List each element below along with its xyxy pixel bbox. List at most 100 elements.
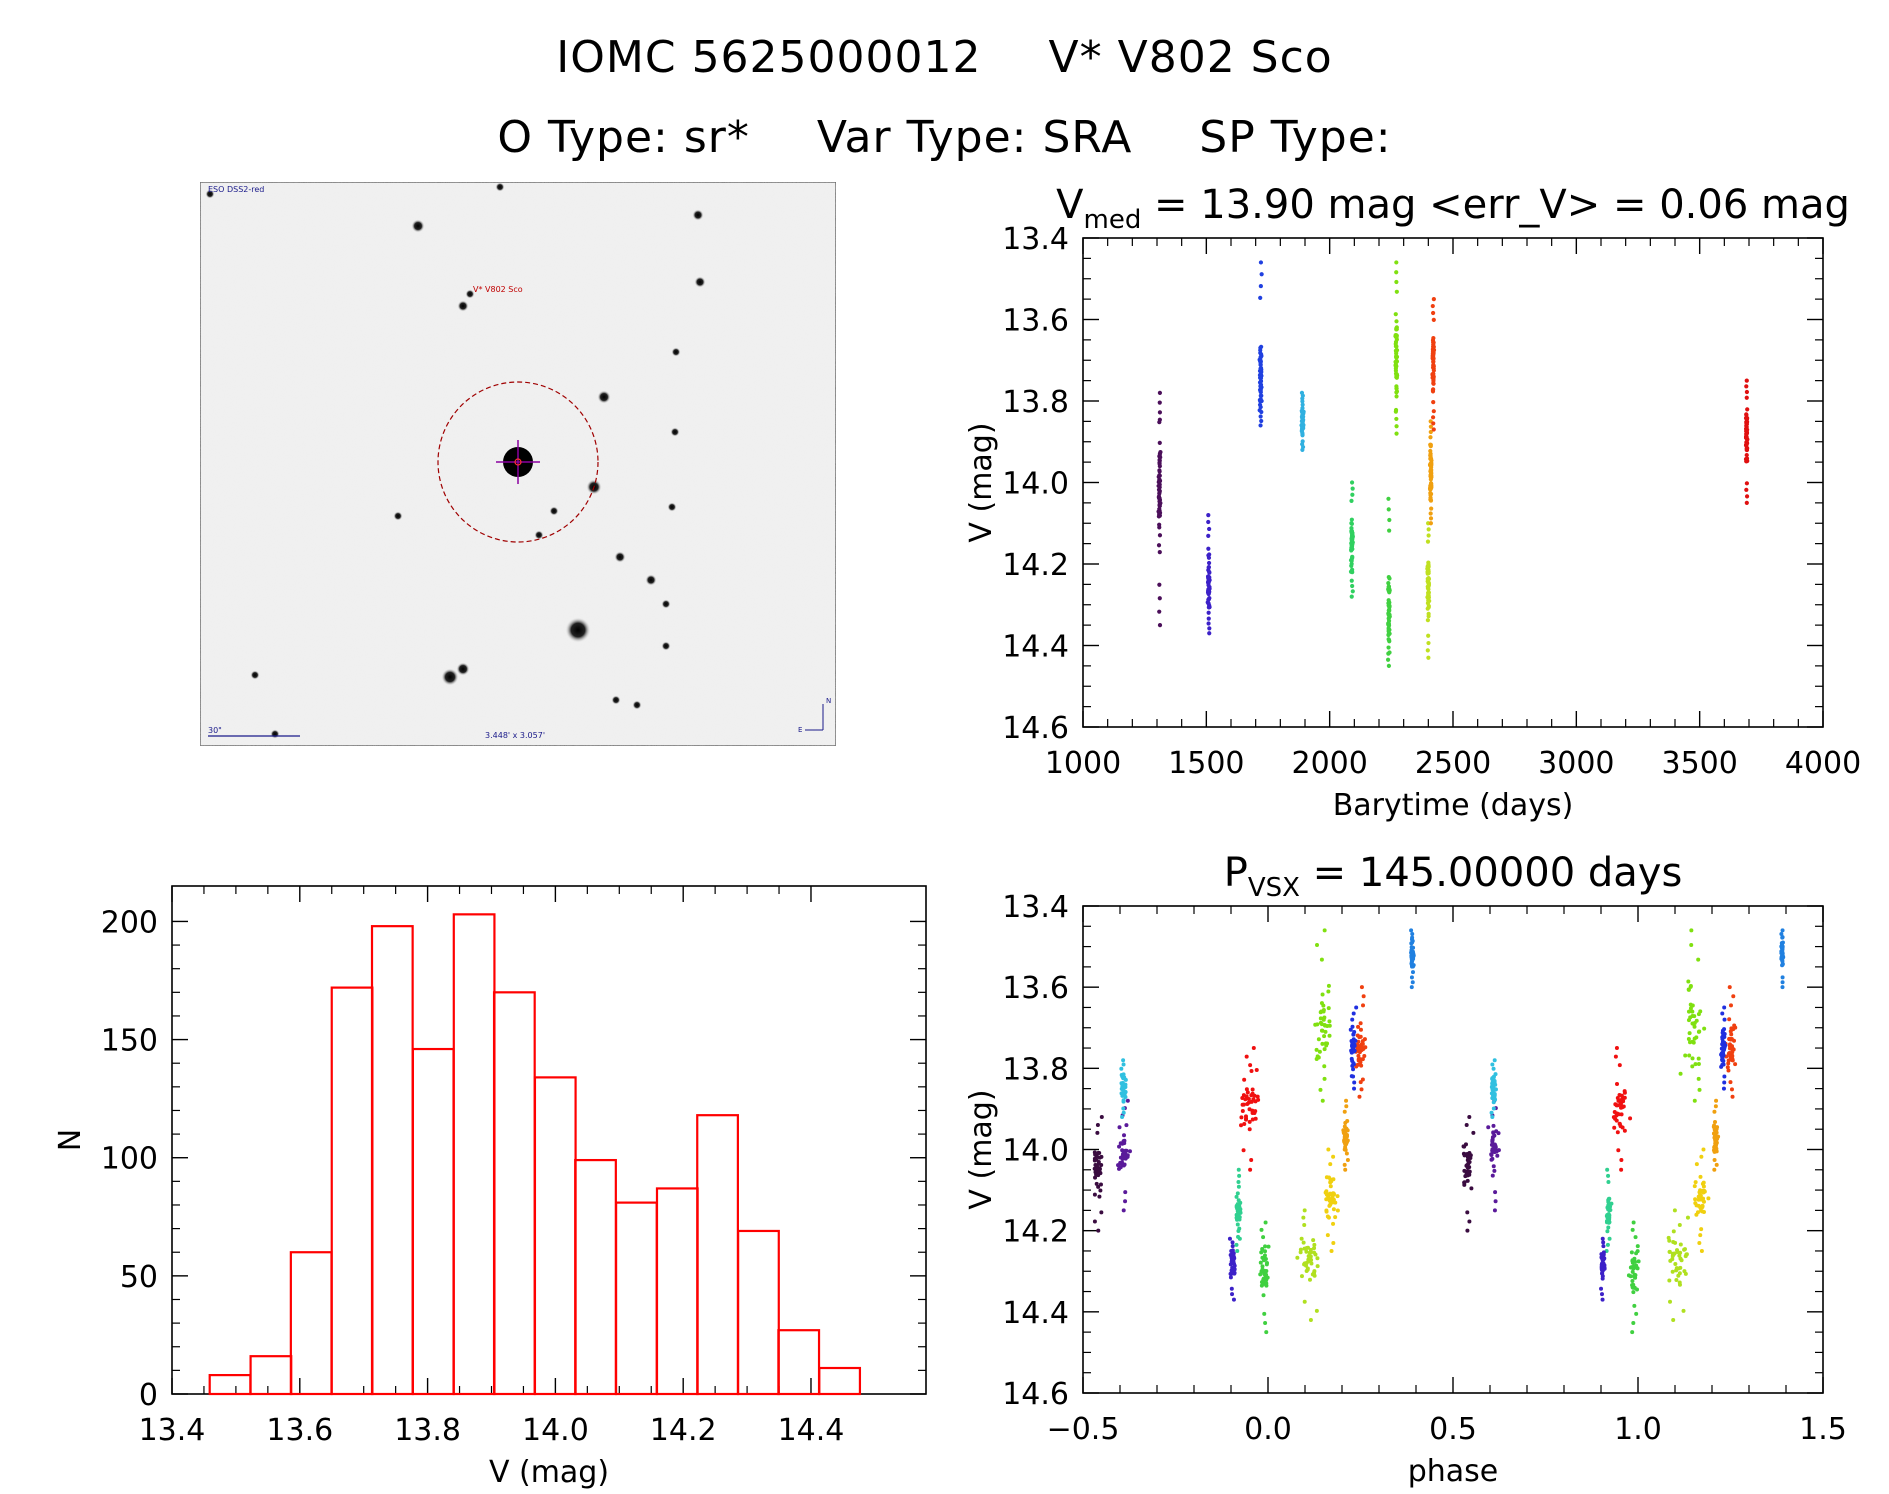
data-point — [1247, 1119, 1252, 1124]
data-point — [1387, 612, 1392, 617]
data-point — [1157, 410, 1163, 415]
series-ph-red — [1239, 1046, 1261, 1172]
data-point — [1599, 1292, 1604, 1297]
data-point — [1633, 1235, 1638, 1240]
histogram-bar — [249, 1355, 293, 1396]
data-point — [1619, 1098, 1624, 1103]
data-point — [1426, 611, 1431, 616]
data-point — [1430, 373, 1435, 378]
series-seg11 — [1743, 378, 1750, 505]
series-seg1 — [1156, 390, 1163, 628]
data-point — [1668, 1258, 1673, 1263]
data-point — [1228, 1253, 1233, 1258]
data-point — [1244, 1087, 1249, 1092]
data-point — [1605, 1242, 1610, 1247]
data-point — [1158, 450, 1163, 455]
data-point — [1245, 1102, 1250, 1107]
data-point — [1780, 935, 1785, 940]
data-point — [1673, 1262, 1678, 1267]
data-point — [1236, 1234, 1241, 1239]
data-point — [1322, 1023, 1327, 1028]
data-point — [1431, 352, 1436, 357]
data-point — [1300, 402, 1305, 407]
series-ph-orred — [1354, 985, 1368, 1099]
data-point — [1727, 985, 1732, 990]
data-point — [1258, 1260, 1263, 1265]
data-point — [1712, 1127, 1717, 1132]
spectral-type: SP Type: — [1199, 112, 1392, 163]
data-point — [1745, 437, 1750, 442]
data-point — [1121, 1139, 1126, 1144]
data-point — [1677, 1271, 1682, 1276]
field-star — [694, 276, 706, 288]
data-point — [1259, 393, 1264, 398]
y-axis-label: V (mag) — [964, 1089, 999, 1209]
data-point — [1469, 1186, 1474, 1191]
data-point — [1250, 1091, 1255, 1096]
data-point — [1394, 394, 1399, 399]
data-point — [1350, 1024, 1355, 1029]
field-star — [597, 390, 611, 404]
data-point — [1428, 442, 1433, 447]
data-point — [1250, 1117, 1255, 1122]
data-point — [1358, 1080, 1363, 1085]
data-point — [1489, 1110, 1494, 1115]
data-point — [1359, 1087, 1364, 1092]
data-point — [1098, 1182, 1103, 1187]
data-point — [1312, 1246, 1317, 1251]
data-point — [1244, 1054, 1249, 1059]
data-point — [1356, 1024, 1361, 1029]
field-star — [549, 506, 559, 516]
data-point — [1744, 389, 1750, 395]
data-point — [1331, 1177, 1336, 1182]
data-point — [1713, 1120, 1718, 1125]
data-point — [1094, 1154, 1099, 1159]
data-point — [1121, 1106, 1126, 1111]
y-axis-label: V (mag) — [964, 422, 999, 542]
plot-frame — [1082, 905, 1824, 1394]
series-seg3 — [1257, 260, 1264, 428]
data-point — [1123, 1190, 1128, 1195]
data-point — [1425, 539, 1431, 544]
data-point — [1393, 341, 1398, 347]
data-point — [1697, 1087, 1702, 1092]
data-point — [1635, 1266, 1640, 1271]
data-point — [1725, 1065, 1730, 1070]
series-ph-cyan — [1489, 1058, 1498, 1120]
data-point — [1258, 423, 1263, 428]
data-point — [1426, 633, 1431, 638]
data-point — [1464, 1122, 1469, 1127]
data-point — [1614, 1046, 1619, 1051]
data-point — [1728, 1054, 1733, 1059]
data-point — [1119, 1066, 1124, 1071]
data-point — [1239, 1123, 1244, 1128]
data-point — [1720, 1054, 1725, 1059]
y-tick-label: 14.4 — [1002, 1296, 1069, 1331]
histogram-bar — [655, 1187, 699, 1396]
series-seg4 — [1299, 390, 1306, 452]
data-point — [1121, 1208, 1126, 1213]
histogram-bar — [330, 986, 374, 1396]
data-point — [1700, 1181, 1705, 1186]
data-point — [1343, 1167, 1348, 1172]
data-point — [1692, 1098, 1697, 1103]
data-point — [1322, 1047, 1327, 1052]
data-point — [1205, 600, 1210, 605]
histogram-bar — [452, 913, 496, 1396]
series-ph-green — [1258, 1220, 1271, 1335]
x-tick-label: 14.4 — [778, 1413, 845, 1448]
y-tick-label: 14.2 — [1002, 1215, 1069, 1250]
title-symbol: P — [1224, 850, 1248, 896]
fov-label: 3.448' x 3.057' — [485, 731, 545, 740]
data-point — [1157, 390, 1163, 395]
target-label: V* V802 Sco — [473, 285, 523, 294]
data-point — [1206, 605, 1211, 610]
data-point — [1315, 942, 1320, 947]
data-point — [1622, 1089, 1627, 1094]
data-point — [1426, 527, 1431, 532]
y-tick-label: 13.6 — [1002, 304, 1069, 339]
data-point — [1428, 487, 1433, 492]
data-point — [1730, 1058, 1735, 1063]
y-tick-label: 14.4 — [1002, 630, 1069, 665]
